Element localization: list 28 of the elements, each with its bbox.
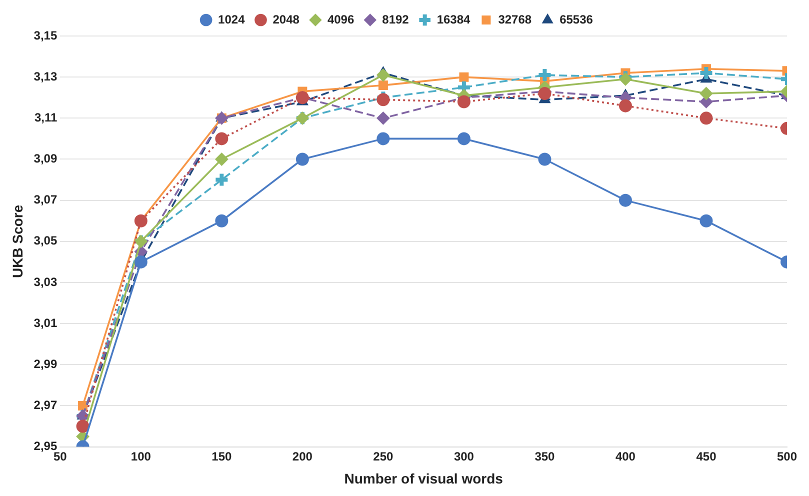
- x-tick-label: 250: [373, 449, 394, 464]
- y-axis-title: UKB Score: [9, 204, 26, 278]
- legend-label: 2048: [272, 12, 300, 26]
- x-tick-label: 200: [292, 449, 313, 464]
- x-tick-label: 300: [454, 449, 474, 464]
- x-tick-label: 500: [776, 449, 798, 464]
- x-tick-label: 400: [615, 449, 636, 464]
- x-tick-label: 100: [130, 449, 152, 464]
- x-tick-label: 150: [212, 449, 232, 464]
- x-tick-label: 450: [696, 449, 717, 464]
- legend-label: 65536: [560, 12, 594, 26]
- y-tick-label: 3,05: [34, 234, 58, 248]
- y-tick-label: 3,07: [34, 192, 58, 207]
- y-tick-label: 3,03: [34, 274, 58, 289]
- y-tick-label: 3,01: [34, 316, 58, 330]
- legend-label: 4096: [327, 12, 354, 26]
- y-tick-label: 3,09: [34, 152, 58, 166]
- legend-label: 16384: [436, 12, 471, 26]
- legend-label: 8192: [382, 12, 410, 26]
- y-tick-label: 2,99: [34, 356, 58, 371]
- y-tick-label: 3,13: [34, 69, 58, 84]
- legend-label: 32768: [498, 12, 532, 26]
- x-tick-label: 350: [534, 449, 556, 464]
- y-tick-label: 2,97: [34, 398, 58, 412]
- y-tick-label: 3,11: [34, 110, 58, 124]
- x-axis-title: Number of visual words: [344, 470, 504, 486]
- legend-label: 1024: [218, 12, 246, 26]
- y-tick-label: 3,15: [34, 28, 58, 42]
